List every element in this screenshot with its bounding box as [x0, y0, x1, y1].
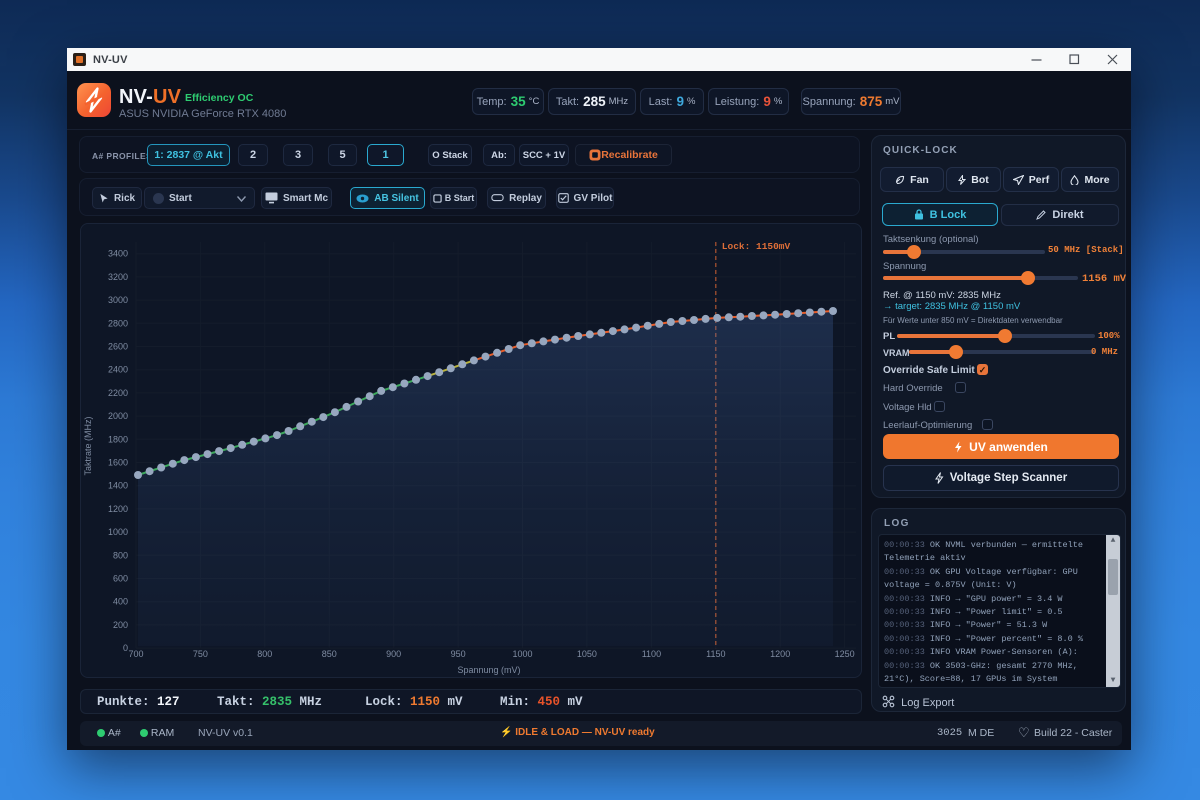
svg-text:2600: 2600	[108, 342, 128, 352]
svg-text:1800: 1800	[108, 434, 128, 444]
svg-text:2400: 2400	[108, 365, 128, 375]
svg-text:1200: 1200	[770, 649, 790, 659]
svg-text:1600: 1600	[108, 458, 128, 468]
svg-text:Spannung (mV): Spannung (mV)	[457, 665, 520, 675]
svg-text:1200: 1200	[108, 504, 128, 514]
svg-text:1000: 1000	[108, 527, 128, 537]
svg-text:2800: 2800	[108, 318, 128, 328]
svg-text:0: 0	[123, 643, 128, 653]
svg-text:800: 800	[113, 550, 128, 560]
svg-text:1400: 1400	[108, 481, 128, 491]
svg-text:850: 850	[322, 649, 337, 659]
svg-text:950: 950	[451, 649, 466, 659]
svg-text:400: 400	[113, 597, 128, 607]
svg-text:750: 750	[193, 649, 208, 659]
svg-text:200: 200	[113, 620, 128, 630]
svg-text:Taktrate (MHz): Taktrate (MHz)	[83, 416, 93, 475]
svg-text:800: 800	[257, 649, 272, 659]
svg-text:3400: 3400	[108, 249, 128, 259]
svg-text:Lock: 1150mV: Lock: 1150mV	[722, 241, 791, 252]
svg-text:2000: 2000	[108, 411, 128, 421]
svg-text:1050: 1050	[577, 649, 597, 659]
svg-text:700: 700	[128, 649, 143, 659]
svg-text:3000: 3000	[108, 295, 128, 305]
svg-text:900: 900	[386, 649, 401, 659]
svg-text:600: 600	[113, 574, 128, 584]
svg-text:1100: 1100	[642, 649, 661, 659]
svg-text:3200: 3200	[108, 272, 128, 282]
svg-text:1150: 1150	[706, 649, 725, 659]
svg-text:1250: 1250	[835, 649, 855, 659]
svg-text:1000: 1000	[512, 649, 532, 659]
svg-text:2200: 2200	[108, 388, 128, 398]
